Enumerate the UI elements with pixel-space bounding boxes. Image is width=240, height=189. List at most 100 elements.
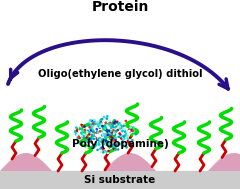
Point (122, 135, 126, 138)
Point (98, 121, 102, 124)
Point (101, 148, 105, 151)
Point (79, 131, 83, 134)
Point (120, 126, 123, 129)
Point (80, 123, 84, 126)
Point (129, 127, 132, 130)
Point (96, 148, 99, 151)
Point (119, 127, 123, 130)
Point (89, 137, 93, 140)
Point (97, 124, 101, 127)
Point (95, 137, 99, 140)
Point (114, 140, 118, 143)
Point (113, 119, 117, 122)
Point (120, 125, 124, 128)
Point (85, 131, 89, 134)
Point (91, 125, 95, 128)
Text: Si substrate: Si substrate (84, 175, 156, 185)
Point (105, 150, 108, 153)
Point (119, 143, 123, 146)
Point (108, 129, 111, 132)
Point (123, 129, 126, 132)
Point (122, 128, 126, 131)
Point (81, 125, 84, 128)
Point (125, 135, 129, 138)
Point (94, 133, 98, 136)
Point (92, 120, 96, 123)
Point (128, 130, 132, 133)
Polygon shape (0, 153, 240, 171)
Point (104, 116, 108, 119)
Point (97, 138, 101, 141)
Point (120, 130, 124, 133)
Point (107, 149, 110, 153)
Point (92, 120, 96, 123)
Point (85, 129, 89, 132)
Point (112, 140, 116, 143)
Point (85, 132, 89, 135)
Point (104, 119, 108, 122)
Point (114, 124, 118, 127)
Point (88, 134, 92, 137)
Point (109, 144, 113, 147)
Point (90, 141, 94, 144)
Point (92, 146, 96, 149)
Point (113, 144, 117, 147)
Point (90, 140, 93, 143)
Point (73, 129, 77, 132)
Point (109, 129, 113, 132)
Point (104, 128, 108, 131)
Point (115, 144, 119, 147)
Point (113, 126, 117, 129)
Point (114, 143, 118, 146)
Point (86, 129, 90, 132)
Point (113, 122, 117, 125)
Point (108, 146, 112, 149)
Point (85, 146, 89, 149)
Point (94, 122, 98, 125)
Point (122, 135, 126, 138)
Point (112, 147, 116, 150)
Point (95, 122, 99, 125)
Point (123, 123, 126, 126)
Point (111, 137, 114, 140)
Point (104, 121, 108, 124)
Point (93, 145, 96, 148)
Point (122, 124, 126, 127)
Point (103, 149, 107, 153)
Point (128, 139, 132, 142)
Point (101, 121, 104, 124)
Point (114, 148, 117, 151)
Point (99, 118, 103, 121)
Point (110, 145, 114, 148)
Point (107, 130, 111, 133)
Point (83, 125, 86, 128)
Point (114, 139, 118, 142)
Point (118, 127, 121, 130)
Point (114, 120, 117, 123)
Point (79, 142, 83, 145)
Point (120, 139, 124, 142)
Point (118, 127, 122, 130)
Point (108, 134, 112, 137)
Point (86, 130, 90, 133)
Point (109, 124, 113, 127)
Point (91, 122, 95, 125)
Point (111, 129, 115, 132)
Point (98, 137, 102, 140)
Point (98, 130, 102, 133)
Point (96, 131, 100, 134)
Point (94, 125, 98, 128)
Point (119, 125, 123, 129)
Point (90, 145, 94, 148)
Point (102, 139, 106, 142)
Point (97, 123, 101, 126)
Point (114, 143, 118, 146)
Point (96, 121, 100, 124)
Point (108, 144, 112, 147)
Point (88, 140, 92, 143)
Point (102, 147, 105, 150)
Point (102, 115, 106, 119)
Point (77, 135, 81, 138)
Point (124, 132, 128, 135)
Point (130, 129, 133, 132)
